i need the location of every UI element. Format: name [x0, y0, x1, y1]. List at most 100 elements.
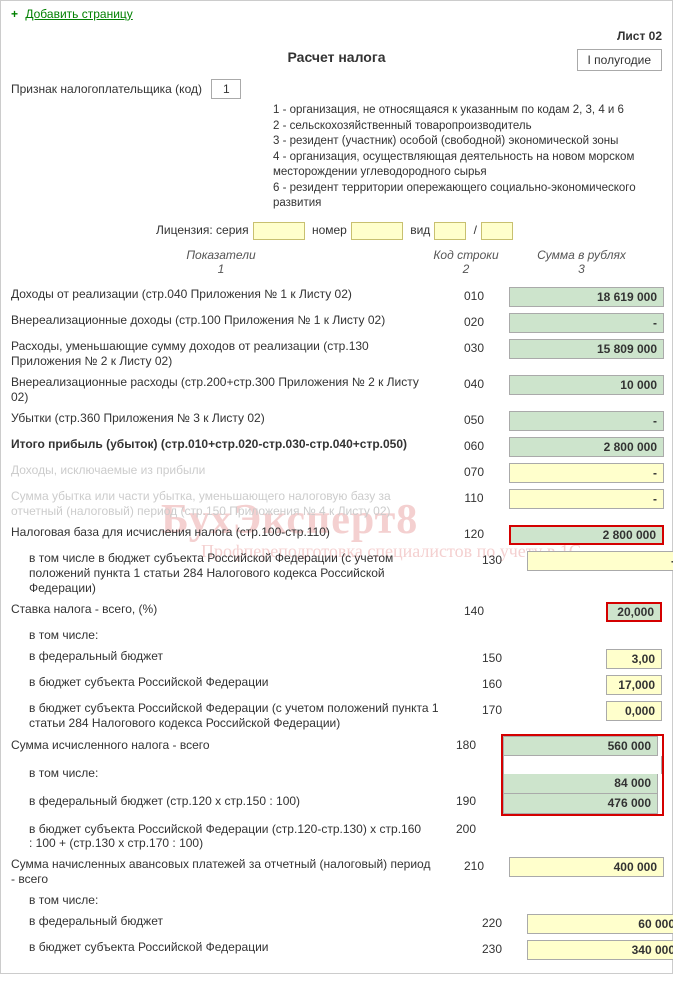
- line-label: в бюджет субъекта Российской Федерации (…: [11, 701, 457, 731]
- taxpayer-label: Признак налогоплательщика (код): [11, 82, 202, 96]
- value-cell-120[interactable]: 2 800 000: [509, 525, 664, 545]
- line-label: Ставка налога - всего, (%): [11, 602, 439, 617]
- value-cell-160[interactable]: 17,000: [606, 675, 662, 695]
- line-label: Доходы от реализации (стр.040 Приложения…: [11, 287, 439, 302]
- line-230: в бюджет субъекта Российской Федерации23…: [11, 937, 662, 963]
- line-label: Сумма исчисленного налога - всего: [11, 734, 431, 762]
- line-code: [431, 762, 501, 790]
- line-code: 210: [439, 857, 509, 873]
- line-140: Ставка налога - всего, (%)140 20,000: [11, 599, 662, 625]
- value-cell-010[interactable]: 18 619 000: [509, 287, 664, 307]
- line-code: 070: [439, 463, 509, 479]
- value-cell-180[interactable]: 560 000: [503, 736, 658, 756]
- license-number-input[interactable]: [351, 222, 403, 240]
- line-code: 130: [457, 551, 527, 567]
- line-160: в бюджет субъекта Российской Федерации16…: [11, 672, 662, 698]
- line-label: в том числе:: [11, 628, 457, 643]
- line-label: Налоговая база для исчисления налога (ст…: [11, 525, 439, 540]
- sum-group-frame: 560 000 84 000476 000: [501, 734, 664, 816]
- line-label: в федеральный бюджет (стр.120 х стр.150 …: [11, 790, 431, 818]
- line-070: Доходы, исключаемые из прибыли070-: [11, 460, 662, 486]
- value-cell-200[interactable]: 476 000: [503, 794, 658, 814]
- value-cell-210[interactable]: 400 000: [509, 857, 664, 877]
- line-label: Убытки (стр.360 Приложения № 3 к Листу 0…: [11, 411, 439, 426]
- line-170: в бюджет субъекта Российской Федерации (…: [11, 698, 662, 734]
- line-code: 200: [431, 818, 501, 846]
- line-220: в федеральный бюджет22060 000: [11, 911, 662, 937]
- line-130: в том числе в бюджет субъекта Российской…: [11, 548, 662, 599]
- line-code: [457, 628, 527, 630]
- value-cell-220[interactable]: 60 000: [527, 914, 673, 934]
- line-label: Сумма убытка или части убытка, уменьшающ…: [11, 489, 439, 519]
- line-sub: в том числе:: [11, 890, 662, 911]
- line-060: Итого прибыль (убыток) (стр.010+стр.020-…: [11, 434, 662, 460]
- value-cell-130[interactable]: -: [527, 551, 673, 571]
- line-label: в бюджет субъекта Российской Федерации: [11, 940, 457, 955]
- sheet-label: Лист 02: [617, 29, 662, 43]
- add-page-label[interactable]: Добавить страницу: [25, 7, 132, 21]
- line-040: Внереализационные расходы (стр.200+стр.3…: [11, 372, 662, 408]
- line-120: Налоговая база для исчисления налога (ст…: [11, 522, 662, 548]
- line-label: в бюджет субъекта Российской Федерации (…: [11, 818, 431, 854]
- line-label: в том числе в бюджет субъекта Российской…: [11, 551, 457, 596]
- value-cell-190[interactable]: 84 000: [503, 774, 658, 794]
- line-150: в федеральный бюджет150 3,00: [11, 646, 662, 672]
- line-code: 160: [457, 675, 527, 691]
- line-label: в федеральный бюджет: [11, 649, 457, 664]
- line-label: Внереализационные расходы (стр.200+стр.3…: [11, 375, 439, 405]
- line-code: [457, 893, 527, 895]
- line-code: 180: [431, 734, 501, 762]
- line-code: 020: [439, 313, 509, 329]
- line-code: 040: [439, 375, 509, 391]
- line-code: 170: [457, 701, 527, 717]
- line-210: Сумма начисленных авансовых платежей за …: [11, 854, 662, 890]
- line-code: 060: [439, 437, 509, 453]
- value-cell-030[interactable]: 15 809 000: [509, 339, 664, 359]
- line-label: Доходы, исключаемые из прибыли: [11, 463, 439, 478]
- line-code: 230: [457, 940, 527, 956]
- value-cell-040[interactable]: 10 000: [509, 375, 664, 395]
- value-cell-140[interactable]: 20,000: [606, 602, 662, 622]
- add-page-link[interactable]: + Добавить страницу: [11, 7, 662, 21]
- line-code: 030: [439, 339, 509, 355]
- page-title: Расчет налога: [11, 49, 662, 65]
- license-row: Лицензия: серия номер вид /: [11, 222, 662, 240]
- value-cell-020[interactable]: -: [509, 313, 664, 333]
- line-label: Внереализационные доходы (стр.100 Прилож…: [11, 313, 439, 328]
- license-kind-input-1[interactable]: [434, 222, 466, 240]
- line-110: Сумма убытка или части убытка, уменьшающ…: [11, 486, 662, 522]
- line-code: 190: [431, 790, 501, 818]
- line-code: 110: [439, 489, 509, 505]
- line-code: 220: [457, 914, 527, 930]
- value-cell-230[interactable]: 340 000: [527, 940, 673, 960]
- taxpayer-code-box[interactable]: 1: [211, 79, 241, 99]
- value-cell-050[interactable]: -: [509, 411, 664, 431]
- line-050: Убытки (стр.360 Приложения № 3 к Листу 0…: [11, 408, 662, 434]
- line-code: 140: [439, 602, 509, 618]
- line-sub: в том числе:: [11, 625, 662, 646]
- line-label: в том числе:: [11, 762, 431, 790]
- line-030: Расходы, уменьшающие сумму доходов от ре…: [11, 336, 662, 372]
- line-code: 050: [439, 411, 509, 427]
- period-box: I полугодие: [577, 49, 662, 71]
- code-descriptions: 1 - организация, не относящаяся к указан…: [273, 103, 662, 212]
- line-code: 010: [439, 287, 509, 303]
- column-headers: Показатели1 Код строки2 Сумма в рублях3: [11, 248, 662, 276]
- license-kind-input-2[interactable]: [481, 222, 513, 240]
- line-label: Расходы, уменьшающие сумму доходов от ре…: [11, 339, 439, 369]
- line-020: Внереализационные доходы (стр.100 Прилож…: [11, 310, 662, 336]
- value-cell-150[interactable]: 3,00: [606, 649, 662, 669]
- value-cell-070[interactable]: -: [509, 463, 664, 483]
- plus-icon: +: [11, 7, 18, 21]
- line-label: в бюджет субъекта Российской Федерации: [11, 675, 457, 690]
- line-label: в том числе:: [11, 893, 457, 908]
- line-label: Сумма начисленных авансовых платежей за …: [11, 857, 439, 887]
- value-cell-170[interactable]: 0,000: [606, 701, 662, 721]
- line-label: в федеральный бюджет: [11, 914, 457, 929]
- line-010: Доходы от реализации (стр.040 Приложения…: [11, 284, 662, 310]
- license-series-input[interactable]: [253, 222, 305, 240]
- line-code: 120: [439, 525, 509, 541]
- line-code: 150: [457, 649, 527, 665]
- value-cell-060[interactable]: 2 800 000: [509, 437, 664, 457]
- value-cell-110[interactable]: -: [509, 489, 664, 509]
